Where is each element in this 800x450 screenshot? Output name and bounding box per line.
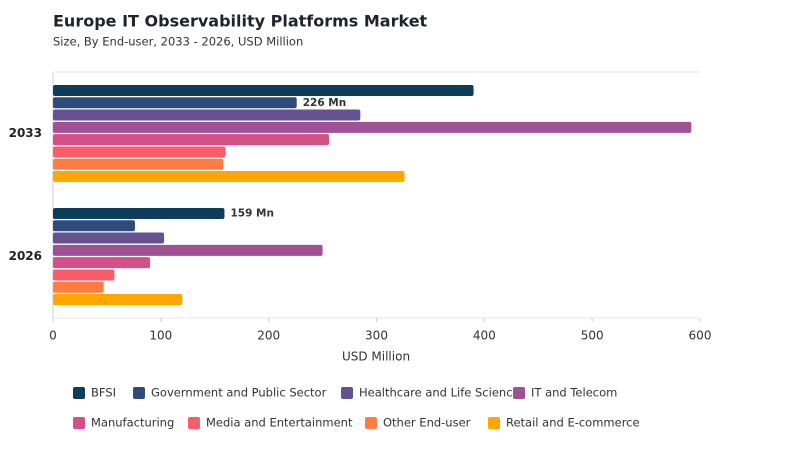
bar [53, 171, 405, 183]
legend-label: Other End-user [383, 416, 471, 430]
legend-label: Retail and E-commerce [506, 416, 640, 430]
y-tick-label: 2026 [9, 249, 42, 263]
legend-label: Healthcare and Life Sciences [359, 386, 526, 400]
legend-swatch [133, 387, 145, 399]
x-tick-label: 100 [149, 329, 172, 343]
x-tick-label: 0 [49, 329, 57, 343]
legend-swatch [73, 417, 85, 429]
legend-label: Media and Entertainment [206, 416, 353, 430]
bar [53, 220, 135, 232]
legend-swatch [365, 417, 377, 429]
legend-label: BFSI [91, 386, 116, 400]
bar [53, 109, 361, 121]
legend-label: Manufacturing [91, 416, 174, 430]
bar [53, 158, 224, 170]
chart-title: Europe IT Observability Platforms Market [53, 12, 428, 31]
legend-label: Government and Public Sector [151, 386, 327, 400]
bar [53, 207, 225, 219]
bar [53, 97, 297, 109]
legend-swatch [188, 417, 200, 429]
legend-swatch [488, 417, 500, 429]
y-tick-label: 2033 [9, 126, 42, 140]
bar [53, 281, 104, 293]
chart-subtitle: Size, By End-user, 2033 - 2026, USD Mill… [53, 35, 303, 49]
x-tick-label: 600 [689, 329, 712, 343]
x-tick-label: 400 [473, 329, 496, 343]
bar [53, 134, 330, 146]
legend-swatch [513, 387, 525, 399]
bar [53, 232, 165, 244]
legend-swatch [73, 387, 85, 399]
x-axis-title: USD Million [342, 350, 410, 364]
legend-label: IT and Telecom [531, 386, 617, 400]
bar [53, 121, 692, 133]
value-label: 159 Mn [230, 207, 274, 219]
legend-swatch [341, 387, 353, 399]
bar [53, 269, 115, 281]
value-label: 226 Mn [303, 97, 347, 109]
bar [53, 244, 323, 256]
bar [53, 294, 183, 306]
bar [53, 257, 151, 269]
x-tick-label: 500 [581, 329, 604, 343]
bar [53, 84, 474, 96]
bar [53, 146, 226, 158]
x-tick-label: 300 [365, 329, 388, 343]
x-tick-label: 200 [257, 329, 280, 343]
